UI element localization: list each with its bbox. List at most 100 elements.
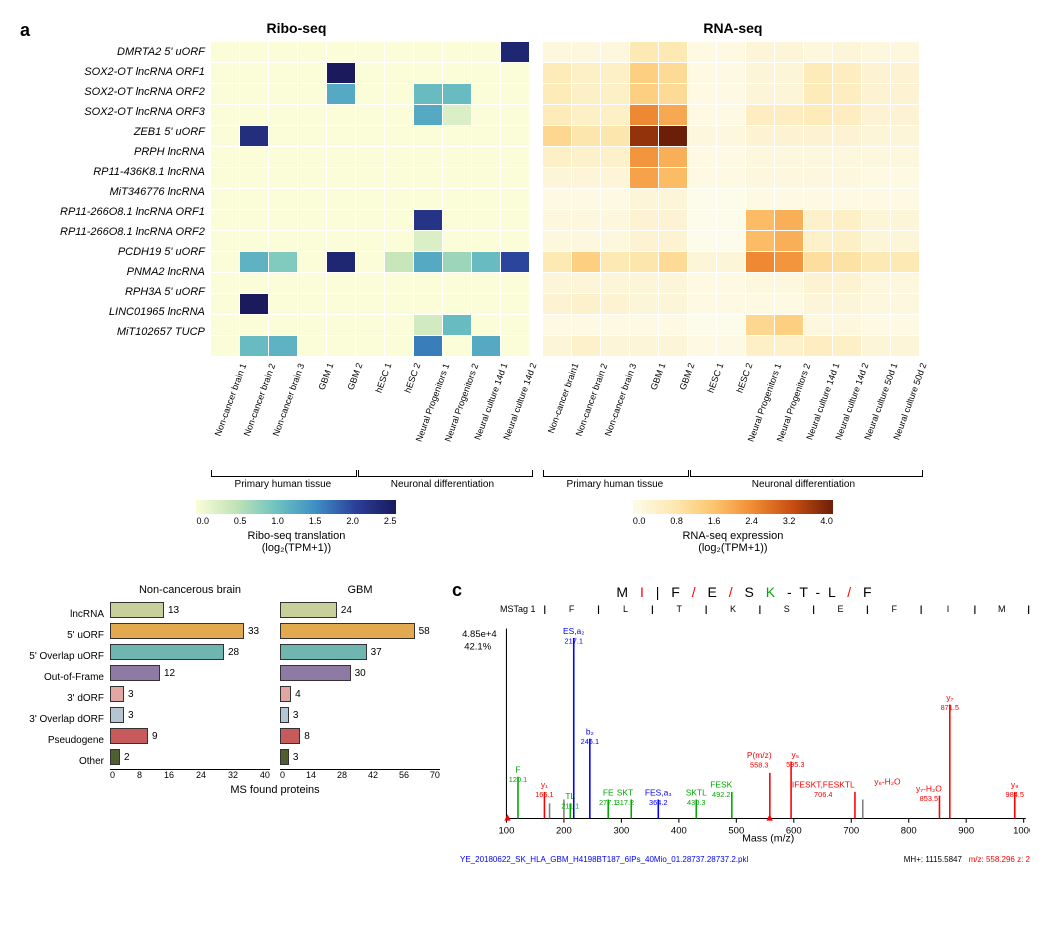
heatmap-cell (659, 294, 687, 314)
heatmap-cell (501, 294, 529, 314)
heatmap-cell (630, 84, 658, 104)
heatmap-cell (833, 252, 861, 272)
heatmap-cell (356, 315, 384, 335)
bar (110, 728, 148, 744)
heatmap-cell (443, 336, 471, 356)
heatmap-cell (688, 252, 716, 272)
heatmap-cell (891, 252, 919, 272)
heatmap-cell (298, 231, 326, 251)
svg-text:42.1%: 42.1% (464, 642, 491, 653)
heatmap-cell (472, 168, 500, 188)
heatmap-cell (891, 105, 919, 125)
heatmap-cell (688, 273, 716, 293)
bar-value: 13 (168, 605, 179, 616)
heatmap-cell (414, 210, 442, 230)
heatmap-cell (659, 147, 687, 167)
heatmap-cell (717, 294, 745, 314)
heatmap-cell (833, 294, 861, 314)
heatmap-cell (688, 168, 716, 188)
bar-row: 37 (280, 642, 440, 662)
heatmap-cell (356, 210, 384, 230)
heatmap-cell (804, 294, 832, 314)
heatmap-cell (630, 294, 658, 314)
heatmap-cell (298, 252, 326, 272)
heatmap-cell (572, 126, 600, 146)
heatmap-cell (717, 42, 745, 62)
heatmap-cell (501, 168, 529, 188)
heatmap-cell (240, 84, 268, 104)
heatmap-cell (298, 84, 326, 104)
heatmap-cell (688, 63, 716, 83)
svg-text:800: 800 (901, 825, 917, 836)
heatmap-cell (688, 231, 716, 251)
heatmap-cell (630, 42, 658, 62)
row-label: MiT102657 TUCP (60, 322, 205, 342)
figure-root: a Ribo-seq DMRTA2 5' uORFSOX2-OT lncRNA … (20, 20, 1030, 864)
heatmap-cell (862, 189, 890, 209)
bar-row: 3 (280, 747, 440, 767)
heatmap-cell (269, 336, 297, 356)
heatmap-cell (659, 126, 687, 146)
heatmap-cell (630, 189, 658, 209)
heatmap-cell (356, 147, 384, 167)
heatmap-cell (501, 336, 529, 356)
heatmap-cell (211, 294, 239, 314)
heatmap-cell (775, 42, 803, 62)
heatmap-cell (356, 42, 384, 62)
bar-row: 58 (280, 621, 440, 641)
heatmap-cell (501, 105, 529, 125)
heatmap-cell (443, 84, 471, 104)
heatmap-cell (298, 294, 326, 314)
heatmap-cell (472, 84, 500, 104)
heatmap-cell (688, 294, 716, 314)
riboseq-block: Ribo-seq DMRTA2 5' uORFSOX2-OT lncRNA OR… (60, 20, 533, 554)
heatmap-cell (414, 189, 442, 209)
heatmap-cell (862, 315, 890, 335)
heatmap-cell (746, 252, 774, 272)
heatmap-cell (775, 315, 803, 335)
heatmap-cell (269, 147, 297, 167)
heatmap-cell (327, 63, 355, 83)
barchart-category: 5' uORF (20, 625, 104, 646)
heatmap-cell (385, 315, 413, 335)
heatmap-cell (804, 273, 832, 293)
heatmap-cell (659, 63, 687, 83)
barchart-category: Other (20, 751, 104, 772)
heatmap-cell (775, 273, 803, 293)
heatmap-cell (443, 126, 471, 146)
heatmap-cell (659, 252, 687, 272)
heatmap-cell (804, 63, 832, 83)
bar (280, 686, 291, 702)
heatmap-cell (804, 147, 832, 167)
svg-text:IFESKT,FESKTL: IFESKT,FESKTL (792, 780, 855, 790)
heatmap-cell (804, 336, 832, 356)
heatmap-cell (746, 231, 774, 251)
heatmap-cell (775, 126, 803, 146)
heatmap-cell (327, 168, 355, 188)
heatmap-cell (356, 84, 384, 104)
group-label: Neuronal differentiation (356, 479, 529, 490)
heatmap-cell (833, 147, 861, 167)
panel-a-label: a (20, 20, 30, 41)
row-label: ZEB1 5' uORF (60, 122, 205, 142)
barchart-noncancer-bars: 133328123392 (110, 600, 270, 767)
heatmap-cell (298, 168, 326, 188)
barchart-category: lncRNA (20, 604, 104, 625)
bar (280, 749, 289, 765)
heatmap-cell (211, 231, 239, 251)
heatmap-cell (385, 126, 413, 146)
svg-text:y₆-H₂O: y₆-H₂O (874, 776, 901, 786)
heatmap-cell (891, 126, 919, 146)
heatmap-cell (327, 42, 355, 62)
heatmap-cell (543, 210, 571, 230)
heatmap-cell (443, 63, 471, 83)
bar-row: 3 (280, 705, 440, 725)
heatmap-cell (688, 126, 716, 146)
heatmap-cell (717, 126, 745, 146)
bar (110, 749, 120, 765)
heatmap-cell (659, 189, 687, 209)
group-label: Primary human tissue (543, 479, 687, 490)
rnaseq-group-brackets: Primary human tissueNeuronal differentia… (543, 470, 923, 490)
barchart-gbm: GBM 245837304383 01428425670 (280, 584, 440, 780)
riboseq-colorbar: 0.00.51.01.52.02.5 Ribo-seq translation(… (196, 500, 396, 554)
